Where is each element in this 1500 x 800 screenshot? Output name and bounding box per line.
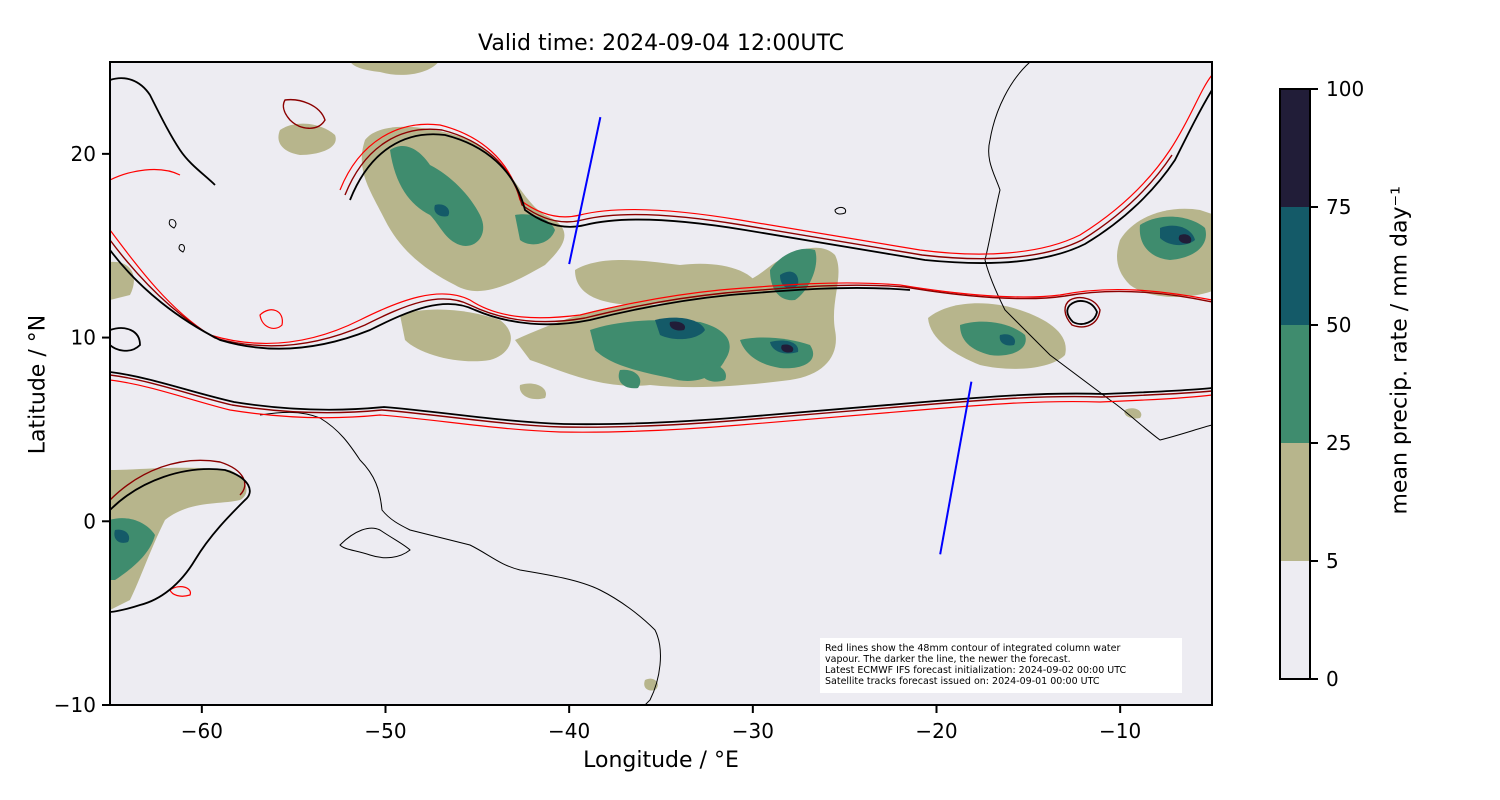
y-axis-label: Latitude / °N: [25, 314, 51, 455]
notes-line: vapour. The darker the line, the newer t…: [825, 654, 1071, 665]
x-tick-label: −60: [181, 719, 223, 743]
notes-line: Red lines show the 48mm contour of integ…: [825, 643, 1121, 654]
colorbar-tick-label: 0: [1326, 667, 1339, 691]
forecast-notes-box: Red lines show the 48mm contour of integ…: [820, 638, 1182, 693]
colorbar-segment: [1280, 561, 1310, 679]
colorbar-segment: [1280, 443, 1310, 561]
x-tick-label: −50: [364, 719, 406, 743]
y-tick-label: −10: [54, 693, 96, 717]
x-tick-label: −10: [1099, 719, 1141, 743]
colorbar-tick-label: 100: [1326, 77, 1364, 101]
cwv-contours: [110, 74, 1212, 613]
colorbar: 0 5 25 50 75 100: [1279, 77, 1364, 691]
coastlines: [168, 62, 1212, 705]
colorbar-segment: [1280, 207, 1310, 325]
x-tick-label: −40: [548, 719, 590, 743]
x-tick-label: −30: [732, 719, 774, 743]
y-axis-ticks: 20 10 0 −10: [54, 142, 110, 717]
y-tick-label: 10: [71, 326, 96, 350]
notes-line: Latest ECMWF IFS forecast initialization…: [825, 665, 1127, 676]
colorbar-frame: [1279, 88, 1311, 680]
notes-line: Satellite tracks forecast issued on: 202…: [825, 676, 1100, 687]
colorbar-segment: [1280, 325, 1310, 443]
plot-title: Valid time: 2024-09-04 12:00UTC: [478, 31, 844, 56]
y-tick-label: 0: [83, 509, 96, 533]
satellite-track: [568, 116, 602, 265]
colorbar-tick-label: 50: [1326, 313, 1351, 337]
y-tick-label: 20: [71, 142, 96, 166]
x-axis-label: Longitude / °E: [583, 748, 739, 773]
precipitation-field: [110, 62, 1212, 691]
colorbar-label: mean precip. rate / mm day⁻¹: [1387, 186, 1413, 515]
colorbar-tick-label: 25: [1326, 431, 1351, 455]
colorbar-segment: [1280, 89, 1310, 207]
x-tick-label: −20: [915, 719, 957, 743]
satellite-track: [939, 381, 973, 555]
colorbar-tick-label: 75: [1326, 195, 1351, 219]
colorbar-tick-label: 5: [1326, 549, 1339, 573]
x-axis-ticks: −60 −50 −40 −30 −20 −10: [181, 705, 1141, 743]
map-frame: [109, 61, 1213, 706]
satellite-tracks: [568, 116, 973, 555]
